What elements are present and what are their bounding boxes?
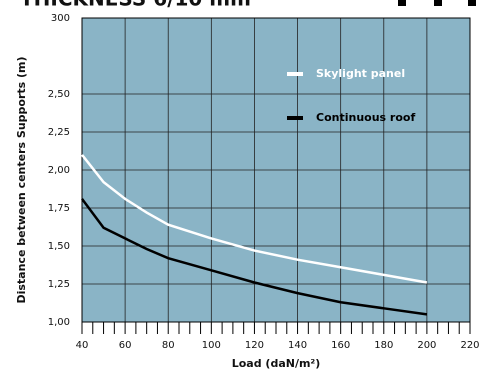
y-axis-label: Distance between centers Supports (m)	[15, 56, 28, 303]
y-tick-label: 2,25	[48, 127, 70, 138]
y-tick-label: 2,50	[48, 89, 70, 100]
x-tick-label: 160	[331, 340, 350, 351]
line	[81, 154, 428, 284]
legend-label: Continuous roof	[316, 111, 415, 124]
x-tick-label: 180	[374, 340, 393, 351]
y-tick-label: 300	[51, 13, 70, 24]
icon	[434, 0, 442, 6]
x-tick-label: 120	[245, 340, 264, 351]
y-tick-label: 1,25	[48, 279, 70, 290]
icon	[398, 0, 406, 6]
x-axis-label: Load (daN/m²)	[232, 357, 321, 370]
line	[80, 198, 428, 316]
x-tick-label: 140	[288, 340, 307, 351]
x-tick-label: 100	[202, 340, 221, 351]
y-tick-label: 2,00	[48, 165, 70, 176]
legend-label: Skylight panel	[316, 67, 405, 80]
y-tick-label: 1,75	[48, 203, 70, 214]
icon	[468, 0, 476, 6]
x-tick-label: 80	[162, 340, 175, 351]
y-tick-label: 1,00	[48, 317, 70, 328]
x-tick-label: 60	[119, 340, 132, 351]
x-tick-label: 200	[417, 340, 436, 351]
x-tick-label: 40	[76, 340, 89, 351]
plot-frame	[81, 17, 471, 323]
x-tick-label: 220	[460, 340, 479, 351]
y-tick-label: 1,50	[48, 241, 70, 252]
chart-title: THICKNESS 6/10 mm	[20, 0, 251, 11]
